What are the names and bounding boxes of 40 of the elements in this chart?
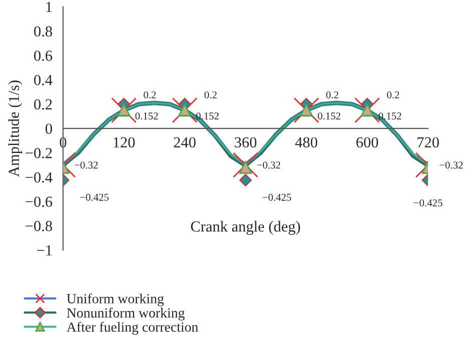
legend-label: Uniform working bbox=[66, 294, 164, 306]
annotation: 0.2 bbox=[204, 91, 217, 98]
x-tick-label: 120 bbox=[114, 137, 135, 148]
x-axis-title: Crank angle (deg) bbox=[191, 220, 300, 235]
annotation: 0.2 bbox=[387, 91, 400, 98]
y-tick-label: 0.6 bbox=[34, 50, 52, 61]
annotation: −0.425 bbox=[262, 194, 292, 201]
y-axis-title: Amplitude (1/s) bbox=[8, 80, 22, 177]
x-tick-label: 720 bbox=[418, 137, 439, 148]
annotation: 0.152 bbox=[378, 112, 402, 120]
annotation: −0.32 bbox=[257, 162, 280, 169]
annotation: −0.425 bbox=[414, 199, 442, 206]
annotation: 0.2 bbox=[144, 91, 156, 98]
y-tick-label: −0.6 bbox=[26, 196, 52, 207]
point bbox=[239, 174, 252, 186]
y-tick-label: −0.8 bbox=[26, 220, 52, 232]
annotation: −0.32 bbox=[74, 162, 98, 169]
x-tick-label: 480 bbox=[295, 137, 318, 148]
annotation: 0.2 bbox=[326, 91, 338, 98]
x-tick-label: 240 bbox=[174, 137, 196, 148]
y-tick-label: −0.4 bbox=[26, 172, 52, 183]
y-tick-label: 0.2 bbox=[34, 99, 52, 110]
legend-label: Nonuniform working bbox=[66, 308, 185, 320]
y-tick-label: −1 bbox=[37, 245, 52, 256]
y-tick-label: 0 bbox=[46, 124, 52, 134]
annotation: −0.425 bbox=[80, 194, 109, 201]
annotation: 0.152 bbox=[196, 112, 219, 120]
x-tick-label: 600 bbox=[356, 137, 378, 148]
annotation: −0.32 bbox=[440, 162, 463, 169]
legend-label: After fueling correction bbox=[66, 322, 198, 335]
y-tick-label: 0.4 bbox=[34, 74, 52, 86]
point bbox=[239, 160, 252, 174]
annotation: 0.152 bbox=[318, 112, 340, 120]
y-tick-label: 0.8 bbox=[34, 26, 52, 37]
annotation: 0.152 bbox=[135, 112, 158, 120]
point bbox=[178, 103, 192, 116]
x-tick-label: 360 bbox=[234, 137, 256, 148]
y-tick-label: 1 bbox=[46, 2, 52, 12]
point bbox=[300, 103, 313, 116]
y-tick-label: −0.2 bbox=[26, 148, 52, 158]
